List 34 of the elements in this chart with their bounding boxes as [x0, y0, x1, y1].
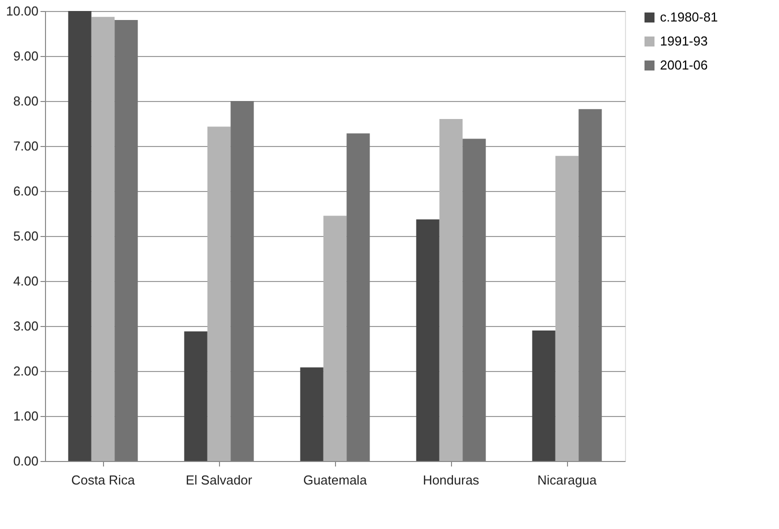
bar	[300, 367, 324, 461]
x-tick-label: Guatemala	[303, 472, 368, 488]
x-tick-label: Nicaragua	[537, 472, 598, 488]
y-tick-label: 0.00	[13, 454, 38, 468]
bar	[416, 219, 440, 461]
bar	[462, 138, 486, 461]
bar	[439, 119, 463, 461]
bar	[555, 156, 579, 461]
y-tick-label: 10.00	[6, 4, 38, 18]
bar	[323, 216, 347, 461]
y-tick-label: 1.00	[13, 408, 38, 424]
y-tick-label: 4.00	[13, 274, 38, 288]
bar	[532, 330, 556, 461]
y-tick-label: 2.00	[13, 364, 38, 378]
y-tick-label: 9.00	[13, 48, 38, 64]
bar	[346, 133, 370, 461]
y-tick-label: 7.00	[13, 138, 38, 154]
y-tick-label: 8.00	[13, 94, 38, 108]
y-tick-label: 5.00	[13, 228, 38, 244]
x-tick-label: El Salvador	[186, 472, 253, 488]
legend-label: 2001-06	[660, 58, 708, 72]
bar	[578, 109, 602, 461]
bar	[68, 11, 92, 461]
x-tick-label: Costa Rica	[71, 472, 136, 488]
y-tick-label: 6.00	[13, 184, 38, 198]
legend-label: 1991-93	[660, 34, 708, 48]
bar	[91, 16, 115, 461]
x-tick-label: Honduras	[422, 472, 480, 488]
bar	[207, 126, 231, 461]
bar	[114, 20, 138, 461]
bar	[184, 331, 208, 461]
legend-label: c.1980-81	[660, 10, 718, 24]
y-tick-label: 3.00	[13, 318, 38, 334]
bar	[230, 101, 254, 461]
